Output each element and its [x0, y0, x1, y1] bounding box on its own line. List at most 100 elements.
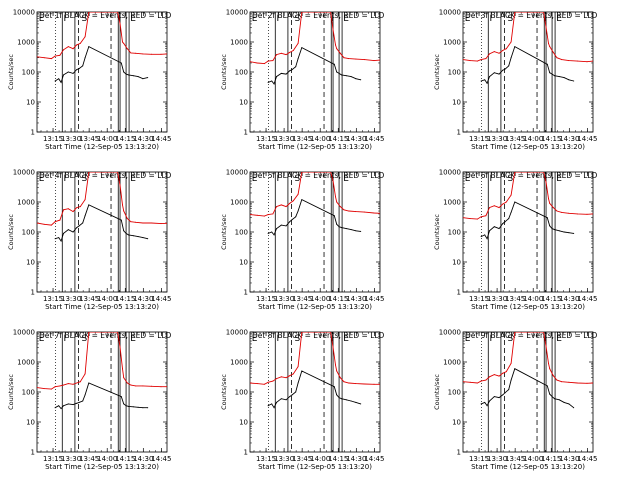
detector-name: Det 3f	[465, 11, 488, 20]
lld-series-line	[37, 172, 167, 226]
x-tick-label: 14:45	[151, 295, 171, 303]
lld-data-point	[568, 60, 570, 62]
events-data-point	[58, 405, 60, 407]
events-data-point	[502, 223, 504, 225]
x-tick-label: 13:15	[469, 295, 489, 303]
lld-data-point	[517, 332, 519, 333]
x-tick-label: 14:00	[310, 295, 330, 303]
lld-data-point	[43, 223, 45, 225]
lld-data-point	[510, 41, 512, 43]
lld-data-point	[267, 381, 269, 383]
lld-data-point	[576, 60, 578, 62]
red-series-label: RED = LLD	[556, 331, 597, 340]
lld-data-point	[43, 57, 45, 59]
lld-data-point	[463, 381, 464, 383]
x-tick-label: 14:15	[541, 135, 561, 143]
panel-9: Det 9f BLACK = Events, RED = LLD 1 10 100 10…	[433, 329, 598, 472]
x-tick-label: 14:30	[133, 295, 153, 303]
y-tick-label: 1	[31, 289, 35, 297]
events-data-point	[301, 199, 303, 201]
lld-data-point	[476, 60, 478, 62]
lld-data-point	[545, 181, 547, 183]
lld-data-point	[576, 382, 578, 384]
lld-data-point	[250, 61, 251, 63]
lld-data-point	[592, 382, 593, 384]
lld-data-point	[534, 172, 536, 173]
lld-data-point	[545, 346, 547, 348]
events-data-point	[338, 72, 340, 74]
y-axis-label: Counts/sec	[220, 374, 228, 410]
detector-name: Det 5f	[252, 171, 275, 180]
events-data-point	[128, 74, 129, 76]
events-data-point	[558, 230, 560, 232]
lld-data-point	[126, 48, 128, 50]
segment-label: S	[82, 174, 88, 184]
events-data-point	[147, 238, 149, 240]
lld-data-point	[480, 380, 482, 382]
x-tick-label: 14:30	[559, 295, 579, 303]
x-tick-label: 13:15	[43, 135, 63, 143]
y-axis-label: Counts/sec	[7, 54, 15, 90]
events-data-point	[273, 407, 275, 409]
lld-data-point	[561, 211, 563, 213]
lld-data-point	[309, 12, 311, 13]
events-data-point	[486, 238, 488, 240]
lld-series-line	[250, 332, 380, 385]
lld-data-point	[480, 216, 482, 218]
lld-data-point	[304, 12, 306, 13]
events-data-point	[573, 407, 575, 409]
lld-data-point	[561, 59, 563, 61]
y-tick-label: 1000	[230, 39, 248, 47]
x-tick-label: 14:15	[328, 455, 348, 463]
events-data-point	[350, 76, 352, 78]
x-tick-label: 13:15	[43, 295, 63, 303]
lld-data-point	[280, 204, 282, 206]
lld-data-point	[289, 202, 291, 204]
events-data-point	[510, 211, 512, 213]
panel-8: Det 8f BLACK = Events, RED = LLD 1 10 100 10…	[220, 329, 385, 472]
lld-data-point	[592, 213, 593, 215]
y-tick-label: 10	[452, 259, 461, 267]
y-tick-label: 100	[235, 69, 248, 77]
events-data-point	[502, 69, 504, 71]
lld-data-point	[556, 57, 558, 59]
y-tick-label: 10	[452, 99, 461, 107]
y-tick-label: 100	[235, 229, 248, 237]
segment-label: E	[556, 334, 562, 344]
events-data-point	[54, 238, 56, 240]
lld-data-point	[94, 332, 96, 333]
events-data-point	[338, 226, 340, 228]
lld-data-point	[307, 172, 309, 173]
lld-data-point	[469, 381, 471, 383]
panel-title: Det 8f BLACK = Events, RED = LLD	[252, 331, 385, 340]
segment-label: S	[508, 334, 514, 344]
events-data-point	[563, 77, 565, 79]
lld-data-point	[307, 12, 309, 13]
events-data-point	[88, 204, 90, 206]
lld-data-point	[343, 209, 345, 211]
segment-label: I	[331, 334, 334, 344]
x-tick-label: 13:15	[43, 455, 63, 463]
events-data-point	[493, 72, 495, 74]
lld-data-point	[309, 332, 311, 333]
series-group	[250, 332, 380, 409]
lld-data-point	[586, 382, 588, 384]
events-data-point	[295, 391, 297, 393]
panel-6: Det 6f BLACK = Events, RED = LLD 1 10 100 10…	[433, 169, 598, 312]
y-tick-label: 10000	[13, 169, 35, 177]
events-data-point	[285, 225, 287, 227]
panel-title: Det 6f BLACK = Events, RED = LLD	[465, 171, 598, 180]
lld-data-point	[123, 377, 125, 379]
lld-data-point	[545, 27, 547, 29]
lld-data-point	[517, 172, 519, 173]
lld-data-point	[586, 61, 588, 63]
events-data-point	[76, 402, 78, 404]
lld-data-point	[339, 206, 341, 208]
lld-data-point	[493, 374, 495, 376]
lld-data-point	[267, 60, 269, 62]
events-data-point	[60, 408, 62, 410]
plot-frame	[36, 11, 168, 133]
events-data-point	[78, 401, 80, 403]
lld-data-point	[304, 172, 306, 173]
lld-data-point	[50, 224, 52, 226]
